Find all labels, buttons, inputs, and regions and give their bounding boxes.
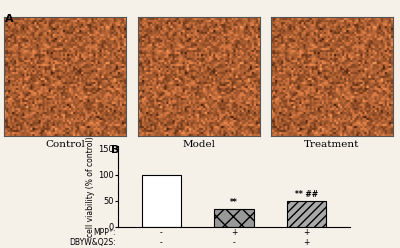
Text: DBYW&Q2S:: DBYW&Q2S: — [69, 238, 116, 247]
Text: ** ##: ** ## — [295, 190, 318, 199]
Text: **: ** — [230, 198, 238, 207]
Y-axis label: cell viability (% of control): cell viability (% of control) — [86, 136, 95, 237]
Text: A: A — [5, 14, 14, 24]
Text: Treatment: Treatment — [304, 140, 360, 149]
Text: -: - — [160, 238, 163, 247]
Text: -: - — [233, 238, 235, 247]
Bar — [142, 175, 182, 227]
Text: -: - — [160, 228, 163, 237]
Text: Model: Model — [183, 140, 216, 149]
Text: +: + — [303, 238, 310, 247]
Text: B: B — [111, 145, 120, 155]
Text: +: + — [231, 228, 237, 237]
Bar — [286, 201, 326, 227]
Text: Control: Control — [45, 140, 85, 149]
Bar — [214, 209, 254, 227]
Text: MPP⁺:: MPP⁺: — [94, 228, 116, 237]
Text: +: + — [303, 228, 310, 237]
